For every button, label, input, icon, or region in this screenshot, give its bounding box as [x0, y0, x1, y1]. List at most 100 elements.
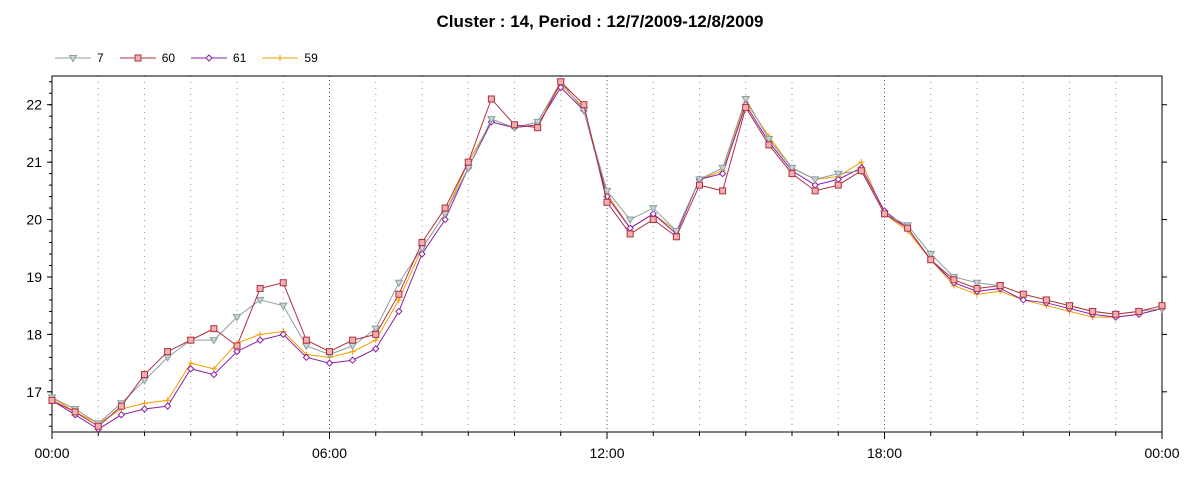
data-point [302, 353, 311, 362]
data-point [418, 250, 426, 258]
legend-item-60: 60 [119, 51, 176, 65]
data-point [788, 170, 796, 178]
data-point [811, 187, 819, 195]
data-point [764, 136, 774, 144]
data-point [695, 176, 704, 184]
data-point [719, 187, 727, 195]
x-tick-label: 00:00 [1144, 445, 1179, 461]
data-point [534, 124, 542, 132]
data-point [71, 408, 79, 416]
data-point [349, 336, 357, 344]
data-point [787, 164, 797, 173]
y-tick-label: 21 [26, 154, 42, 170]
legend-swatch [262, 55, 299, 61]
data-point [1089, 307, 1097, 315]
legend-label: 7 [97, 51, 104, 65]
legend-label: 61 [233, 51, 247, 65]
legend-item-7: 7 [55, 51, 104, 65]
data-point [926, 251, 936, 259]
data-point [487, 116, 496, 124]
legend-swatch [119, 54, 156, 62]
data-point [395, 307, 403, 316]
data-point [256, 284, 264, 292]
y-tick-label: 18 [26, 326, 42, 342]
legend-item-59: 59 [262, 51, 318, 65]
legend: 7 60 61 59 [55, 49, 334, 67]
data-point [255, 296, 265, 305]
data-point [257, 331, 264, 338]
data-point [140, 405, 149, 413]
data-point [372, 345, 380, 353]
data-point [141, 400, 148, 407]
data-point [857, 167, 865, 175]
data-point [371, 325, 381, 334]
data-point [881, 210, 888, 218]
data-point [765, 141, 773, 149]
legend-marker [134, 54, 142, 62]
data-point [326, 348, 333, 356]
data-point [1019, 290, 1027, 298]
legend-label: 59 [304, 51, 318, 65]
data-point [718, 169, 727, 178]
data-point [833, 170, 843, 179]
data-point [117, 402, 125, 410]
data-point [487, 95, 495, 103]
data-point [718, 164, 727, 173]
data-point [395, 290, 403, 298]
data-point [511, 121, 518, 129]
data-point [533, 118, 542, 127]
data-point [418, 239, 426, 247]
data-point [742, 104, 750, 112]
data-point [625, 216, 635, 225]
data-point [741, 95, 751, 104]
data-point [210, 370, 218, 379]
data-point [187, 360, 194, 367]
y-tick-label: 17 [26, 384, 42, 400]
data-point [649, 216, 657, 224]
legend-label: 60 [161, 51, 176, 65]
data-point [834, 181, 842, 189]
data-point [696, 181, 703, 189]
data-point [1135, 307, 1143, 315]
legend-marker [277, 55, 284, 61]
legend-marker [205, 54, 213, 62]
x-tick-label: 12:00 [589, 445, 624, 461]
data-point [1019, 296, 1027, 304]
data-point [325, 359, 334, 367]
data-point [557, 78, 565, 86]
x-tick-label: 18:00 [867, 445, 902, 461]
data-point [279, 330, 287, 339]
data-point [210, 325, 218, 333]
data-point [1066, 302, 1073, 310]
data-point [1158, 302, 1166, 310]
data-point [163, 402, 172, 410]
data-point [580, 101, 588, 109]
data-point [187, 336, 195, 344]
data-point [278, 302, 288, 311]
data-point [672, 233, 680, 241]
data-point [858, 159, 865, 166]
legend-marker [68, 55, 78, 63]
data-point [973, 284, 981, 292]
data-point [395, 296, 402, 303]
data-point [603, 198, 611, 206]
data-point [302, 336, 310, 344]
data-point [648, 205, 658, 213]
legend-swatch [191, 54, 228, 62]
data-point [232, 314, 242, 322]
data-point [672, 228, 681, 236]
y-tick-label: 19 [26, 269, 42, 285]
data-point [233, 347, 241, 356]
data-point [810, 176, 820, 184]
plot-background [52, 76, 1162, 432]
data-point [996, 282, 1004, 290]
data-point [372, 337, 379, 344]
data-point [48, 396, 56, 404]
legend-swatch [55, 55, 91, 63]
data-point [279, 279, 287, 287]
y-tick-label: 22 [26, 97, 42, 113]
data-point [233, 342, 241, 350]
series-60 [48, 78, 1166, 430]
chart-title: Cluster : 14, Period : 12/7/2009-12/8/20… [436, 12, 764, 31]
